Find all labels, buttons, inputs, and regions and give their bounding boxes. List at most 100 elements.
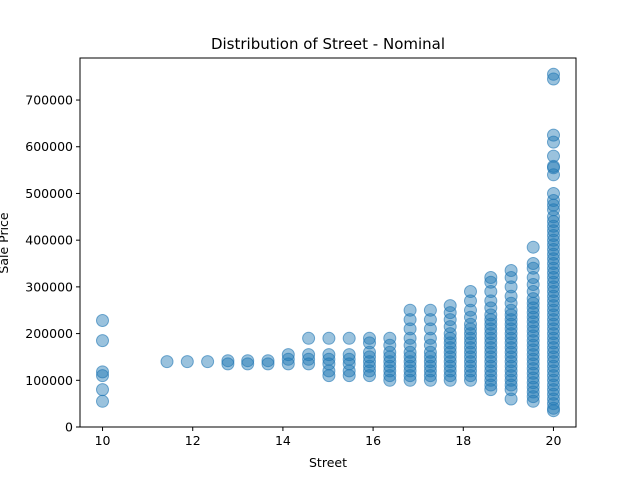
data-point-13-6 xyxy=(403,345,417,359)
data-point-20-36 xyxy=(547,238,560,252)
data-point-16-8 xyxy=(464,336,477,350)
data-point-20-50 xyxy=(547,149,560,163)
y-tick-label-7: 700000 xyxy=(25,93,73,108)
data-point-19-27 xyxy=(526,257,540,270)
data-point-20-15 xyxy=(547,336,560,350)
data-point-2-0 xyxy=(180,355,194,369)
data-point-13-7 xyxy=(403,338,417,352)
data-point-18-13 xyxy=(504,327,518,341)
data-point-15-4 xyxy=(443,355,457,369)
data-point-14-2 xyxy=(423,364,437,378)
data-point-19-13 xyxy=(526,334,540,348)
data-point-4-1 xyxy=(221,354,235,368)
data-point-12-7 xyxy=(383,338,397,352)
data-point-20-3 xyxy=(547,392,560,406)
y-tick-label-3: 300000 xyxy=(25,279,73,294)
data-point-20-27 xyxy=(547,280,560,294)
data-point-19-14 xyxy=(526,329,540,343)
y-tick-label-6: 600000 xyxy=(25,139,73,154)
data-point-19-17 xyxy=(526,315,540,329)
y-axis: 0 100000 200000 300000 400000 500000 600000 700… xyxy=(25,93,80,435)
data-point-0-5 xyxy=(96,314,109,327)
data-point-16-5 xyxy=(464,350,477,364)
data-point-18-18 xyxy=(504,303,518,317)
data-point-18-10 xyxy=(504,341,518,355)
x-tick-label-1: 12 xyxy=(185,433,201,448)
data-point-9-3 xyxy=(322,352,336,366)
data-point-20-33 xyxy=(547,252,560,266)
data-point-17-18 xyxy=(484,294,498,308)
data-point-6-1 xyxy=(261,354,275,368)
data-point-16-16 xyxy=(464,285,477,298)
data-point-0-0 xyxy=(96,394,109,408)
data-point-11-2 xyxy=(363,359,376,373)
data-point-15-7 xyxy=(443,341,457,355)
data-point-15-12 xyxy=(443,313,457,327)
data-point-0-4 xyxy=(96,334,109,348)
data-point-14-8 xyxy=(423,331,437,345)
data-point-19-15 xyxy=(526,324,540,338)
y-tick-label-4: 400000 xyxy=(25,233,73,248)
data-point-19-11 xyxy=(526,343,540,357)
data-point-16-14 xyxy=(464,303,477,317)
data-point-19-0 xyxy=(526,394,540,408)
data-point-12-2 xyxy=(383,364,397,378)
data-point-13-3 xyxy=(403,359,417,373)
data-point-11-5 xyxy=(363,345,376,359)
x-axis-label: Street xyxy=(309,455,347,470)
data-point-20-40 xyxy=(547,219,560,233)
data-point-13-8 xyxy=(403,331,417,345)
data-point-18-0 xyxy=(504,392,518,406)
x-tick-label-3: 16 xyxy=(365,433,381,448)
data-point-20-14 xyxy=(547,341,560,355)
x-tick-label-0: 10 xyxy=(95,433,111,448)
data-points xyxy=(96,67,560,418)
x-axis: 10 12 14 16 18 20 xyxy=(95,427,562,448)
data-point-1-0 xyxy=(160,355,174,369)
data-point-16-12 xyxy=(464,317,477,331)
data-point-17-8 xyxy=(484,345,498,359)
data-point-20-5 xyxy=(547,383,560,397)
data-point-20-25 xyxy=(547,289,560,303)
data-point-20-4 xyxy=(547,387,560,401)
data-point-20-31 xyxy=(547,261,560,275)
data-point-14-11 xyxy=(423,303,437,317)
data-point-12-0 xyxy=(383,373,397,387)
data-point-17-3 xyxy=(484,369,498,383)
data-point-20-32 xyxy=(547,257,560,270)
data-point-6-0 xyxy=(261,357,275,371)
data-point-16-13 xyxy=(464,310,477,324)
data-point-16-4 xyxy=(464,355,477,369)
data-point-20-38 xyxy=(547,229,560,242)
data-point-12-1 xyxy=(383,369,397,383)
data-point-15-0 xyxy=(443,373,457,387)
data-point-15-3 xyxy=(443,359,457,373)
data-point-20-37 xyxy=(547,233,560,247)
data-point-0-3 xyxy=(96,365,109,379)
data-point-5-1 xyxy=(241,354,255,368)
data-point-11-6 xyxy=(363,336,376,350)
data-point-19-20 xyxy=(526,301,540,315)
data-point-18-23 xyxy=(504,264,518,277)
data-point-0-1 xyxy=(96,383,109,397)
data-point-20-22 xyxy=(547,303,560,317)
data-point-18-5 xyxy=(504,364,518,378)
data-point-15-2 xyxy=(443,364,457,378)
data-point-10-4 xyxy=(342,348,356,362)
data-point-14-3 xyxy=(423,359,437,373)
data-point-19-12 xyxy=(526,338,540,352)
data-point-17-12 xyxy=(484,327,498,341)
data-point-15-5 xyxy=(443,350,457,364)
data-point-20-24 xyxy=(547,294,560,308)
y-tick-label-1: 100000 xyxy=(25,373,73,388)
data-point-16-6 xyxy=(464,345,477,359)
data-point-20-7 xyxy=(547,373,560,387)
data-point-12-8 xyxy=(383,331,397,345)
x-tick-label-5: 20 xyxy=(546,433,562,448)
data-point-18-22 xyxy=(504,271,518,284)
data-point-16-10 xyxy=(464,327,477,341)
data-point-16-3 xyxy=(464,359,477,373)
data-point-11-3 xyxy=(363,355,376,369)
data-point-17-4 xyxy=(484,364,498,378)
